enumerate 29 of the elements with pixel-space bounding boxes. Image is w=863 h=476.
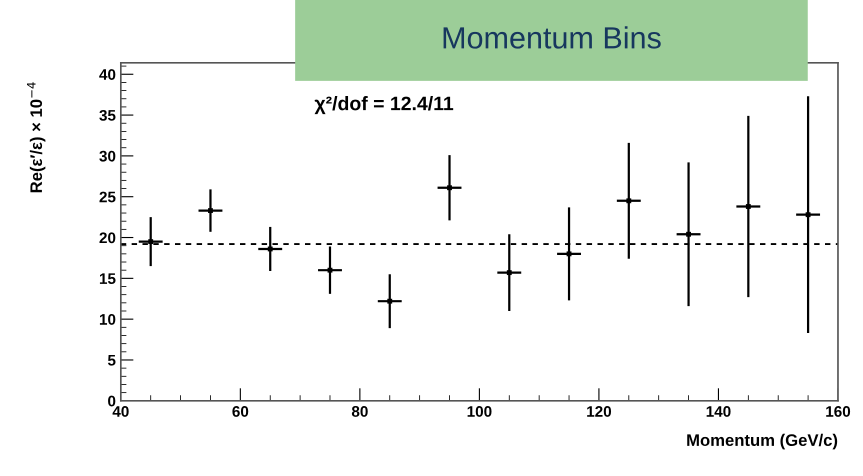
point	[447, 185, 452, 190]
x-axis-title: Momentum (GeV/c)	[687, 434, 838, 450]
point	[506, 270, 512, 276]
x-tick-label: 160	[826, 406, 850, 417]
point	[566, 251, 572, 256]
x-tick-label: 100	[468, 406, 492, 417]
y-tick-label: 40	[99, 69, 116, 80]
x-tick-label: 60	[232, 406, 248, 417]
y-tick-label: 5	[108, 355, 116, 366]
y-axis-title: Re(ε′/ε) × 10$^{−4}$	[27, 82, 46, 192]
x-tick-label: 140	[706, 406, 731, 417]
y-tick-label: 35	[99, 110, 116, 121]
annotation: χ²/dof = 12.4/11	[314, 96, 454, 114]
y-tick-label: 10	[100, 314, 116, 325]
point	[686, 232, 691, 237]
point	[148, 239, 154, 244]
y-tick-label: 0	[108, 396, 116, 406]
x-tick-label: 80	[352, 406, 368, 417]
point	[746, 204, 751, 209]
y-tick-label: 15	[100, 273, 116, 284]
y-tick-label: 25	[99, 192, 116, 202]
point	[328, 268, 332, 273]
x-tick-label: 120	[587, 406, 612, 417]
y-tick-label: 20	[99, 232, 116, 244]
y-tick-label: 30	[99, 150, 116, 162]
point	[208, 208, 213, 214]
chart-title: Momentum Bins	[444, 26, 661, 49]
point	[806, 212, 811, 218]
point	[268, 246, 273, 252]
